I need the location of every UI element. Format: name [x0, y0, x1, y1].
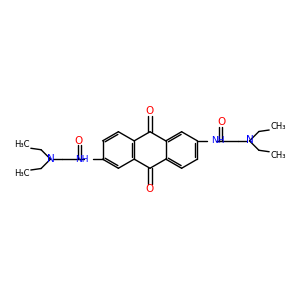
Text: O: O — [75, 136, 83, 146]
Text: H₃C: H₃C — [14, 140, 29, 149]
Text: O: O — [217, 117, 225, 127]
Text: CH₃: CH₃ — [271, 151, 286, 160]
Text: N: N — [246, 135, 254, 145]
Text: N: N — [46, 154, 54, 164]
Text: NH: NH — [211, 136, 225, 146]
Text: NH: NH — [75, 154, 89, 164]
Text: O: O — [146, 184, 154, 194]
Text: H₃C: H₃C — [14, 169, 29, 178]
Text: O: O — [146, 106, 154, 116]
Text: CH₃: CH₃ — [271, 122, 286, 131]
